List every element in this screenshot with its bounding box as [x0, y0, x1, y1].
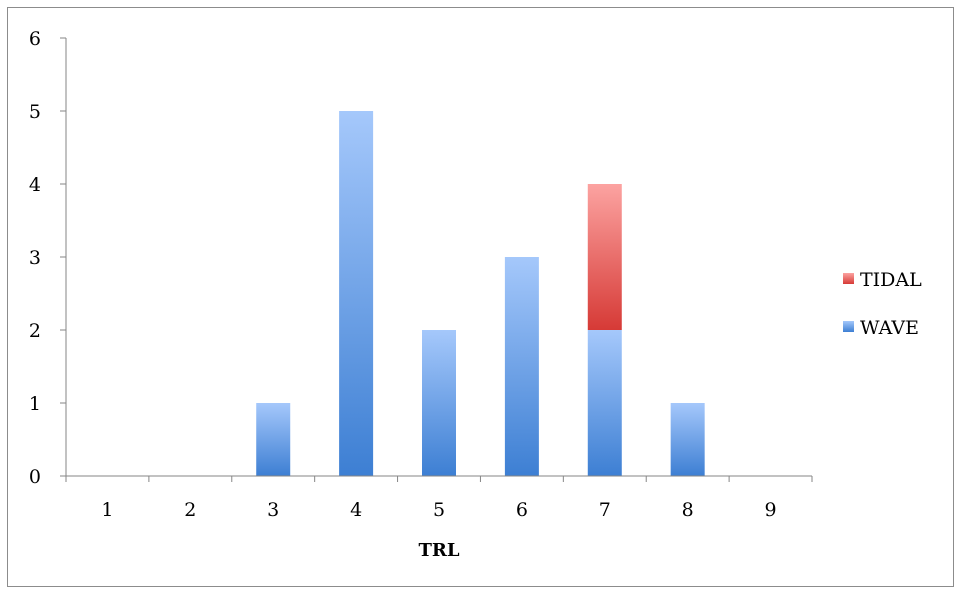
chart-frame [7, 7, 954, 587]
bar-wave-6 [504, 257, 539, 476]
bar-wave-3 [256, 403, 291, 476]
x-tick-label-3: 3 [267, 499, 279, 521]
bar-wave-4 [339, 111, 374, 476]
x-tick-label-1: 1 [101, 499, 113, 521]
y-tick-label-0: 0 [29, 466, 41, 488]
y-tick-label-6: 6 [29, 28, 41, 50]
y-tick-label-4: 4 [29, 174, 41, 196]
x-tick-label-4: 4 [350, 499, 362, 521]
y-tick-label-5: 5 [29, 101, 41, 123]
x-tick-label-6: 6 [516, 499, 528, 521]
legend-label-wave: WAVE [860, 317, 919, 339]
legend: TIDAL WAVE [843, 269, 922, 339]
y-tick-label-2: 2 [29, 320, 41, 342]
legend-swatch-wave [843, 321, 854, 332]
bar-wave-7 [587, 330, 622, 476]
bars-layer [256, 111, 705, 476]
x-tick-label-7: 7 [599, 499, 611, 521]
bar-wave-5 [422, 330, 456, 476]
axes-layer [60, 37, 813, 482]
bar-tidal-7 [587, 184, 622, 330]
bar-wave-8 [670, 403, 705, 476]
legend-label-tidal: TIDAL [860, 269, 922, 291]
tick-labels: 0 1 2 3 4 5 6 1 2 3 4 5 6 7 8 9 [29, 28, 777, 521]
x-tick-label-2: 2 [184, 499, 196, 521]
x-tick-label-8: 8 [682, 499, 694, 521]
y-tick-label-1: 1 [29, 393, 41, 415]
x-tick-label-5: 5 [433, 499, 445, 521]
legend-swatch-tidal [843, 273, 854, 284]
x-tick-label-9: 9 [765, 499, 777, 521]
y-tick-label-3: 3 [29, 247, 41, 269]
x-axis-title: TRL [418, 540, 459, 561]
